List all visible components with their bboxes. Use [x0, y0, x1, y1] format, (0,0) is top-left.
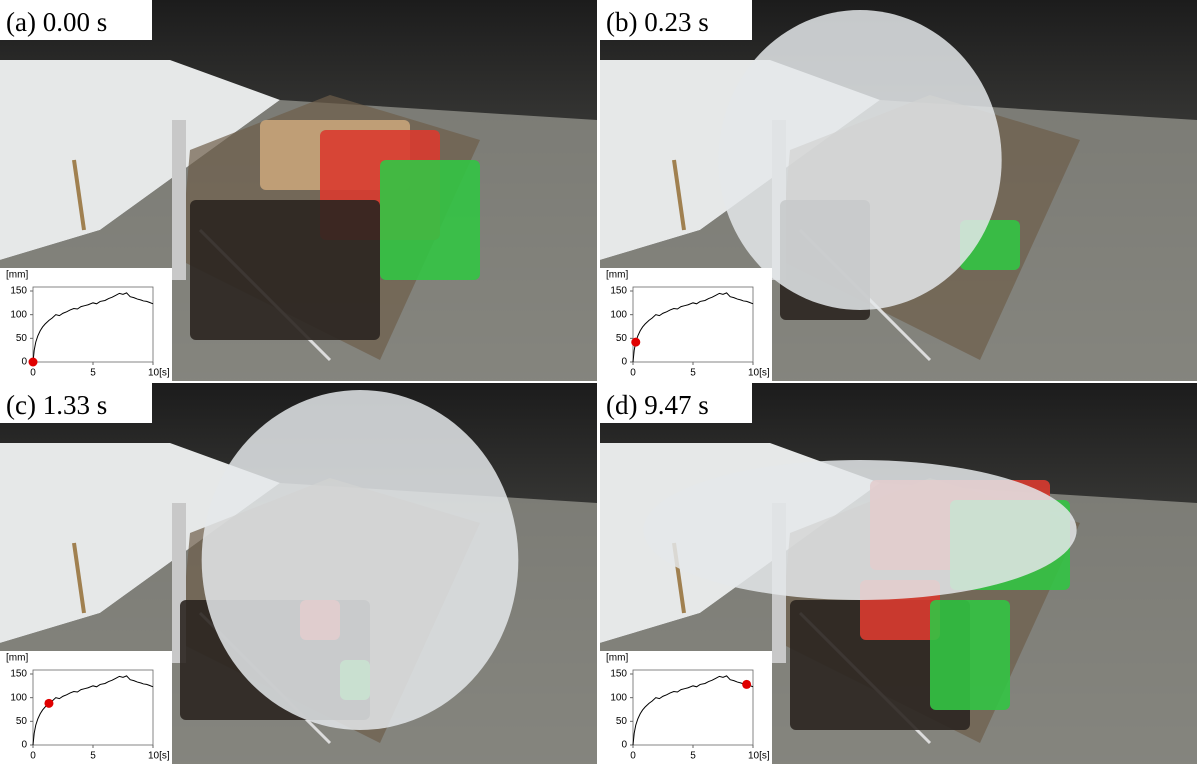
panel-label: (d) 9.47 s	[606, 390, 709, 420]
y-tick-label: 50	[616, 716, 628, 727]
x-tick-label: 5	[90, 751, 96, 762]
y-tick-label: 0	[621, 740, 627, 751]
x-tick-label: 5	[690, 368, 696, 379]
block-cluster	[190, 200, 380, 340]
y-tick-label: 100	[610, 309, 627, 320]
block-cluster	[380, 160, 480, 280]
photo-panel: (c) 1.33 s [mm] 0 50 100 150 0 5 10[s]	[0, 383, 597, 764]
block-cluster	[930, 600, 1010, 710]
inset-y-label: [mm]	[6, 270, 28, 281]
photo-panel: (b) 0.23 s [mm] 0 50 100 150 0 5 10[s]	[600, 0, 1197, 381]
time-marker	[631, 338, 640, 347]
x-tick-label: 5	[90, 368, 96, 379]
water-spray	[643, 460, 1076, 600]
x-tick-label: 10[s]	[148, 368, 170, 379]
x-tick-label: 10[s]	[748, 368, 770, 379]
y-tick-label: 150	[610, 669, 627, 680]
x-tick-label: 5	[690, 751, 696, 762]
inset-y-label: [mm]	[606, 653, 628, 664]
x-tick-label: 0	[30, 751, 36, 762]
panel-label: (c) 1.33 s	[6, 390, 107, 420]
time-marker	[29, 358, 38, 367]
y-tick-label: 100	[10, 692, 27, 703]
panel-label: (a) 0.00 s	[6, 7, 107, 37]
time-marker	[44, 699, 53, 708]
inset-y-label: [mm]	[606, 270, 628, 281]
y-tick-label: 50	[616, 333, 628, 344]
y-tick-label: 150	[10, 669, 27, 680]
time-marker	[742, 680, 751, 689]
y-tick-label: 0	[21, 357, 27, 368]
ruler	[172, 120, 186, 280]
y-tick-label: 150	[10, 286, 27, 297]
x-tick-label: 0	[630, 751, 636, 762]
x-tick-label: 10[s]	[748, 751, 770, 762]
x-tick-label: 0	[30, 368, 36, 379]
photo-panel: (d) 9.47 s [mm] 0 50 100 150 0 5 10[s]	[600, 383, 1197, 764]
y-tick-label: 150	[610, 286, 627, 297]
photo-panel: (a) 0.00 s [mm] 0 50 100 150 0 5 10[s]	[0, 0, 597, 381]
y-tick-label: 100	[610, 692, 627, 703]
x-tick-label: 10[s]	[148, 751, 170, 762]
y-tick-label: 50	[16, 716, 28, 727]
water-spray	[202, 390, 519, 730]
x-tick-label: 0	[630, 368, 636, 379]
y-tick-label: 50	[16, 333, 28, 344]
water-spray	[718, 10, 1001, 310]
y-tick-label: 0	[21, 740, 27, 751]
figure: (a) 0.00 s[mm]0501001500510[s](b) 0.23 s…	[0, 0, 1197, 764]
y-tick-label: 100	[10, 309, 27, 320]
y-tick-label: 0	[621, 357, 627, 368]
inset-y-label: [mm]	[6, 653, 28, 664]
panel-label: (b) 0.23 s	[606, 7, 709, 37]
